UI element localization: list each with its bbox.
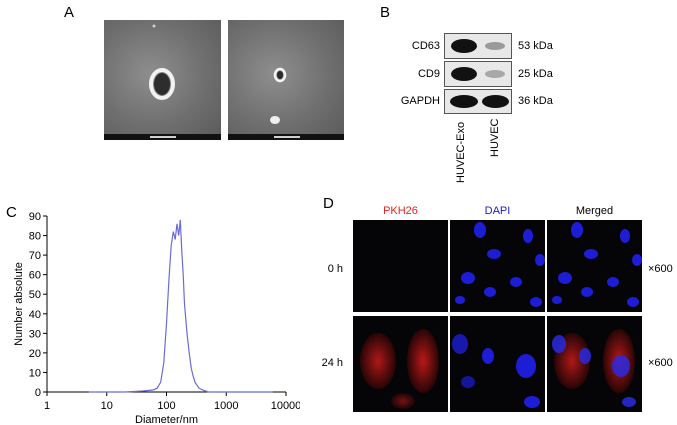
nuclei-dapi-24h	[452, 334, 540, 408]
blot-label-cd9: CD9	[417, 68, 440, 80]
nuclei-merged-0h	[552, 222, 642, 307]
series-line-0	[88, 219, 273, 393]
y-tick-label: 0	[35, 387, 41, 399]
tile-pkh26-0h	[353, 220, 448, 312]
tem-image-2	[228, 20, 344, 140]
y-tick-label: 50	[29, 289, 41, 301]
blot-gapdh	[444, 89, 512, 114]
y-tick-label: 70	[29, 250, 41, 262]
col-head-pkh26: PKH26	[383, 205, 418, 217]
kda-cd9: 25 kDa	[518, 68, 553, 80]
panel-a-letter: A	[64, 4, 75, 21]
scale-bar	[274, 136, 300, 138]
y-tick-label: 90	[29, 211, 41, 223]
cells-pkh26-24h	[360, 329, 439, 409]
x-tick-label: 10	[101, 400, 113, 412]
tile-pkh26-24h	[353, 316, 448, 412]
lane-label-huvec-exo: HUVEC-Exo	[455, 121, 467, 183]
row-head-0h: 0 h	[327, 263, 343, 275]
row-head-24h: 24 h	[321, 357, 343, 369]
exosome-vesicle-1	[149, 24, 175, 100]
y-axis-label: Number absolute	[13, 262, 25, 346]
y-tick-label: 60	[29, 270, 41, 282]
tem-image-1	[104, 20, 221, 140]
y-tick-label: 40	[29, 309, 41, 321]
blot-cd9	[444, 61, 512, 87]
cells-merged-24h	[552, 329, 636, 407]
x-tick-label: 1000	[214, 400, 238, 412]
magnification-24h: ×600	[648, 357, 673, 369]
lane-label-huvec: HUVEC	[489, 118, 501, 157]
col-head-merged: Merged	[575, 205, 614, 217]
blot-label-cd63: CD63	[411, 40, 440, 52]
tile-merged-24h	[547, 316, 642, 412]
x-tick-label: 100	[157, 400, 175, 412]
tile-merged-0h	[547, 220, 642, 312]
y-tick-label: 80	[29, 231, 41, 243]
tile-dapi-24h	[450, 316, 545, 412]
scale-bar	[150, 136, 176, 138]
panel-b-letter: B	[380, 4, 391, 21]
panel-c-letter: C	[6, 204, 17, 221]
tile-dapi-0h	[450, 220, 545, 312]
col-head-dapi: DAPI	[484, 205, 511, 217]
x-axis-label: Diameter/nm	[135, 414, 198, 425]
exosome-vesicle-2	[270, 67, 287, 124]
y-tick-label: 20	[29, 348, 41, 360]
nuclei-dapi-0h	[455, 222, 545, 307]
y-tick-label: 10	[29, 367, 41, 379]
blot-label-gapdh: GAPDH	[400, 95, 440, 107]
y-tick-label: 30	[29, 328, 41, 340]
x-tick-label: 1	[44, 400, 50, 412]
kda-gapdh: 36 kDa	[518, 95, 553, 107]
size-distribution-chart: 0 10 20 30 40 50 60 70 80 90 1 10 100 1000 10000 Diamet…	[13, 211, 300, 425]
blot-cd63	[444, 33, 512, 59]
kda-cd63: 53 kDa	[518, 40, 553, 52]
magnification-0h: ×600	[648, 263, 673, 275]
x-tick-label: 10000	[271, 400, 300, 412]
panel-d-letter: D	[323, 195, 334, 212]
